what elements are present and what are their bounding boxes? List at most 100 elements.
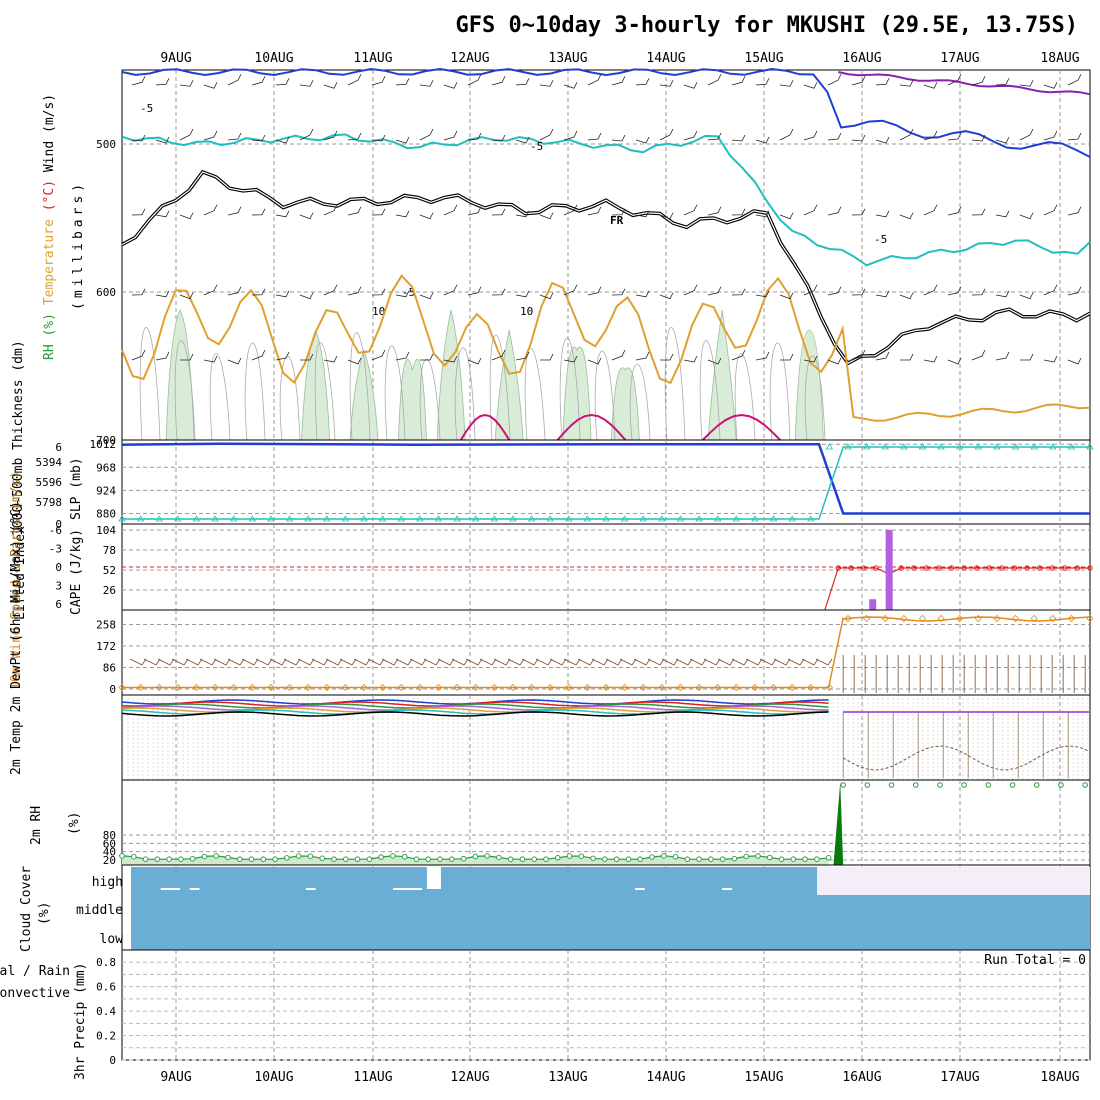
rh2m-marker [864,782,871,788]
thickness-marker [192,515,201,522]
rh2m-marker [237,856,243,862]
cloud-gap [189,888,200,890]
wind-barb [587,206,602,216]
wind-barb [923,204,938,216]
wind10m-marker [1030,614,1038,623]
wind-barb [683,82,698,89]
dewpoint-line [842,745,1091,771]
wind-barb [577,658,595,666]
wind-barb [203,284,218,296]
wind-barb [347,132,362,141]
wind-barb [227,658,245,666]
thickness-marker [676,515,685,522]
rh2m-marker [248,856,255,862]
wind10m-ylabel: 10m Wind Speed & Barbs (m/s) [9,471,24,690]
rh-tick-label: 20 [103,854,116,867]
wind-barb [227,206,242,216]
rh2m-marker [460,855,467,862]
bottom-date-axis: 9AUG 10AUG 11AUG 12AUG 13AUG 14AUG 15AUG 16AUG 1… [160,1070,1079,1085]
wind-barb [755,136,770,144]
wind-barb [563,82,578,89]
rh2m-marker [472,853,479,860]
contour-label-minus5: -5 [140,102,153,115]
wind-barb [659,80,674,87]
rh2m-marker [566,853,573,859]
cape-tick-label: 26 [103,584,116,597]
cloud-level-label: middle [76,903,123,918]
freezing-level-line-inner [121,171,1091,364]
wind-barb [227,357,242,365]
rh2m-marker [985,782,992,788]
wind-barb [131,134,146,142]
thickness-marker [900,443,908,450]
wind-barb [563,355,578,363]
contour-label-minus5: -5 [530,140,543,153]
wind-barb [875,290,890,298]
rh-contour [436,309,466,441]
thickness-marker [229,515,238,522]
wind-barb [353,658,371,666]
rh2m-marker [343,856,349,862]
rh2m-marker [1033,782,1040,788]
wind10m-marker [825,683,833,692]
wind10m-marker [751,683,759,692]
wind-barb [185,658,203,666]
rh2m-marker [767,854,773,861]
wind10m-marker [490,683,498,692]
wind-barb [179,80,194,87]
wind10m-marker [844,614,852,623]
rh2m-marker [613,856,620,862]
lifted-index-marker [835,565,842,571]
panel-precip: 0 0.2 0.4 0.6 0.8 3hr Precip (mm)Total / Rain… [0,949,1091,1080]
rh-contour-line [384,345,406,441]
rh2m-marker [178,856,184,862]
wind10m-speed-line [122,616,1091,689]
wind-barb [371,349,386,361]
rh2m-marker [814,856,820,862]
wind-barb [323,82,338,89]
rh-contour-line [524,347,546,441]
ylabel-part: (°C) [42,172,57,211]
panel-slp_thickness: 880 924 968 1012 6 5798 5596 5394 0 1000~500mb Th… [11,340,1094,536]
wind-barb [155,136,170,144]
rh2m-marker [413,856,420,862]
temperature-line-minus5 [121,133,1091,267]
wind-barb [1043,355,1058,363]
rh-contour [794,329,824,441]
wind-barb [947,357,962,365]
rh-tick-label: 60 [103,837,116,850]
wind-barb [703,658,721,666]
wind-barb [611,76,626,86]
wind-barb [971,288,986,296]
wind10m-marker [174,683,182,692]
wind-barb [923,130,938,141]
thickness-marker [769,515,778,522]
wind-barb [947,206,962,216]
rh-contour-line [734,353,756,441]
rh2m-marker [166,856,172,862]
rh2m-marker [507,856,514,862]
rh2m-marker [555,855,561,861]
contour-label: 10 [372,305,385,318]
wind-barb [875,136,890,144]
wind-barb [803,284,818,296]
wind-barb [371,134,386,142]
rh2m-marker [142,856,149,862]
wind-barb [179,128,194,141]
top-date-axis: 9AUG 10AUG 11AUG 12AUG 13AUG 14AUG 15AUG 16AUG 1… [160,51,1079,66]
wind-barb [947,132,962,141]
rh2m-marker [1009,782,1016,788]
lifted-index-marker [974,565,980,571]
thickness-marker [1086,443,1094,450]
wind-barb [947,74,962,86]
lifted-index-marker [1036,565,1043,571]
wind-barb [419,128,434,141]
rh2m-marker [354,856,361,862]
wind-barb [199,658,217,666]
wind-barb [131,208,146,216]
wind-barb [1067,206,1082,216]
wind10m-marker [323,683,331,692]
wind-barb [443,355,458,363]
wind-barb [131,288,146,296]
contour-label: 10 [520,305,533,318]
